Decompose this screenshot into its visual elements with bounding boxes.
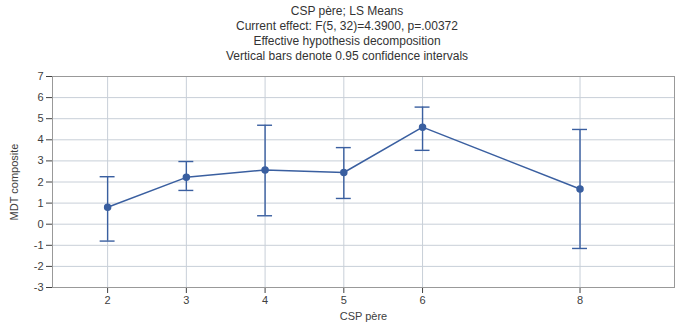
- html-text:Effective hypothesis decomposi: Effective hypothesis decomposition: [253, 34, 441, 48]
- svg-text:1: 1: [37, 197, 43, 209]
- svg-text:8: 8: [577, 294, 583, 306]
- svg-text:6: 6: [37, 91, 43, 103]
- html-text:Current effect: F(5, 32)=4.390: Current effect: F(5, 32)=4.3900, p=.0037…: [236, 19, 458, 33]
- svg-text:7: 7: [37, 70, 43, 82]
- html-text:Vertical bars denote 0.95 conf: Vertical bars denote 0.95 confidence int…: [225, 49, 469, 63]
- svg-text:2: 2: [105, 294, 111, 306]
- svg-text:6: 6: [419, 294, 425, 306]
- svg-text:MDT composite: MDT composite: [8, 144, 20, 221]
- svg-text:2: 2: [37, 176, 43, 188]
- svg-text:5: 5: [37, 112, 43, 124]
- svg-text:-3: -3: [34, 281, 44, 293]
- svg-text:-1: -1: [34, 239, 44, 251]
- html-text:CSP père; LS Means: CSP père; LS Means: [290, 4, 404, 18]
- svg-text:5: 5: [341, 294, 347, 306]
- svg-text:4: 4: [262, 294, 268, 306]
- svg-text:0: 0: [37, 218, 43, 230]
- svg-text:CSP père: CSP père: [340, 310, 388, 322]
- svg-text:4: 4: [37, 133, 43, 145]
- svg-text:3: 3: [183, 294, 189, 306]
- svg-text:-2: -2: [34, 260, 44, 272]
- svg-text:3: 3: [37, 154, 43, 166]
